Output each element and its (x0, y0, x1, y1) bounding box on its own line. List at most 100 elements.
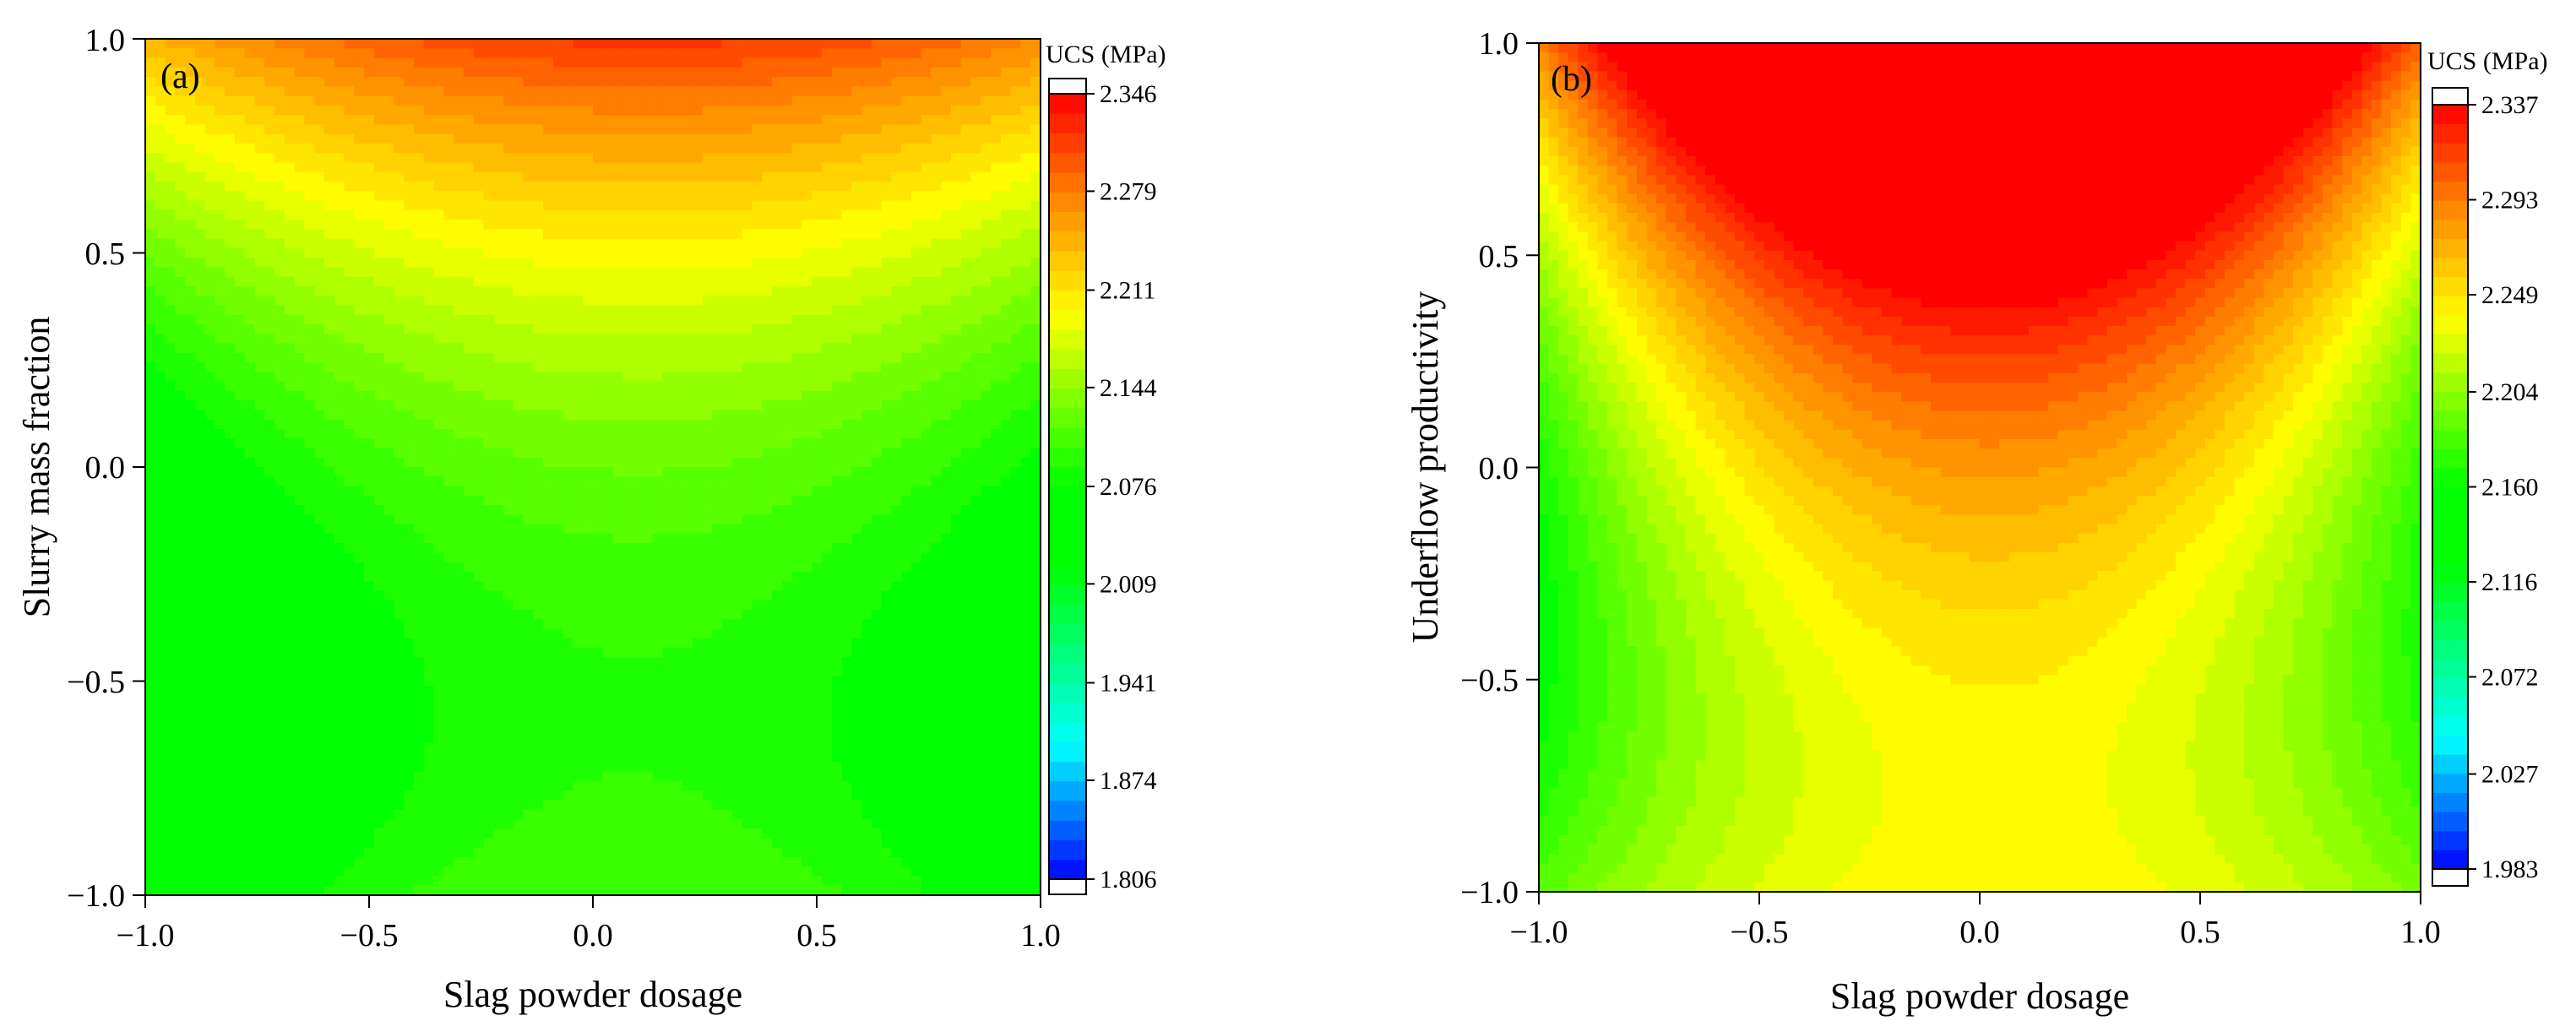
contour-cell (414, 552, 425, 563)
contour-cell (593, 742, 604, 753)
contour-cell (314, 724, 325, 735)
contour-cell (334, 448, 345, 459)
contour-cell (433, 153, 444, 164)
contour-cell (573, 818, 584, 829)
contour-cell (324, 571, 335, 582)
contour-cell (244, 733, 256, 744)
contour-cell (364, 648, 375, 658)
contour-cell (175, 610, 186, 620)
contour-cell (612, 390, 623, 401)
contour-cell (344, 267, 355, 278)
contour-cell (533, 67, 544, 78)
contour-cell (304, 238, 315, 249)
contour-cell (155, 238, 166, 249)
contour-cell (423, 552, 435, 563)
contour-cell (463, 695, 475, 706)
contour-cell (383, 209, 395, 220)
contour-cell (155, 457, 166, 468)
contour-cell (204, 495, 216, 506)
contour-cell (215, 590, 226, 601)
contour-cell (573, 67, 584, 78)
contour-cell (483, 885, 494, 896)
contour-cell (573, 48, 584, 59)
contour-cell (454, 438, 465, 449)
contour-cell (533, 790, 544, 801)
contour-cell (304, 514, 315, 525)
contour-cell (225, 714, 236, 725)
contour-cell (244, 143, 256, 154)
contour-cell (244, 610, 256, 620)
contour-cell (394, 780, 405, 791)
contour-cell (503, 704, 514, 715)
contour-cell (662, 800, 673, 811)
contour-cell (682, 200, 693, 211)
contour-cell (573, 324, 584, 334)
contour-cell (583, 476, 594, 487)
contour-cell (662, 742, 673, 753)
contour-cell (433, 39, 444, 49)
contour-cell (404, 428, 415, 439)
contour-cell (423, 115, 435, 125)
contour-cell (433, 828, 444, 839)
contour-cell (235, 695, 246, 706)
contour-cell (682, 133, 693, 144)
contour-cell (433, 762, 444, 773)
contour-cell (642, 400, 654, 410)
contour-cell (145, 171, 156, 182)
contour-cell (622, 220, 633, 230)
contour-cell (215, 77, 226, 87)
contour-cell (254, 856, 265, 867)
contour-cell (404, 305, 415, 316)
contour-cell (493, 666, 504, 677)
contour-cell (433, 495, 444, 506)
contour-cell (215, 133, 226, 144)
contour-cell (215, 314, 226, 325)
contour-cell (304, 86, 315, 97)
contour-cell (612, 648, 623, 658)
contour-cell (513, 876, 524, 887)
contour-cell (543, 115, 554, 125)
contour-cell (383, 86, 395, 97)
contour-cell (215, 628, 226, 639)
contour-cell (274, 191, 285, 202)
contour-cell (284, 438, 296, 449)
contour-cell (284, 314, 296, 325)
contour-cell (672, 543, 683, 553)
contour-cell (185, 771, 196, 782)
contour-cell (194, 438, 206, 449)
contour-cell (145, 638, 156, 649)
contour-cell (583, 495, 594, 506)
contour-cell (414, 115, 425, 125)
contour-cell (602, 124, 614, 135)
contour-cell (443, 352, 454, 363)
contour-cell (443, 438, 454, 449)
contour-cell (642, 866, 654, 877)
contour-cell (533, 48, 544, 59)
contour-cell (642, 48, 654, 59)
contour-cell (443, 828, 454, 839)
contour-cell (483, 752, 494, 763)
contour-cell (264, 133, 275, 144)
contour-cell (602, 533, 614, 544)
contour-cell (503, 552, 514, 563)
contour-cell (652, 752, 664, 763)
contour-cell (175, 762, 186, 773)
contour-cell (284, 742, 296, 753)
contour-cell (523, 752, 534, 763)
contour-cell (433, 724, 444, 735)
contour-cell (523, 818, 534, 829)
contour-cell (383, 448, 395, 459)
contour-cell (165, 209, 176, 220)
contour-cell (523, 742, 534, 753)
contour-cell (225, 182, 236, 192)
contour-cell (414, 866, 425, 877)
contour-cell (254, 600, 265, 611)
contour-cell (533, 780, 544, 791)
contour-cell (235, 838, 246, 849)
contour-cell (682, 800, 693, 811)
contour-cell (573, 552, 584, 563)
contour-cell (662, 95, 673, 106)
contour-cell (513, 885, 524, 896)
contour-cell (552, 124, 564, 135)
contour-cell (513, 495, 524, 506)
